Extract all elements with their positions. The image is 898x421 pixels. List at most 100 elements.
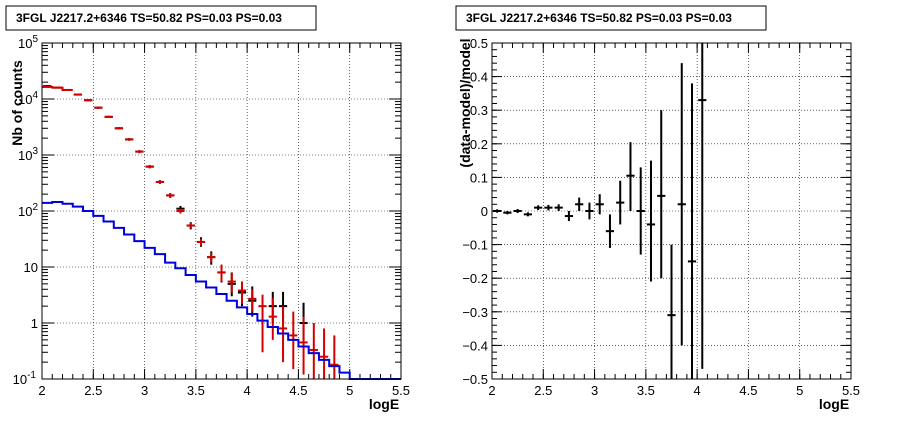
y-axis-title: Nb of counts xyxy=(9,60,25,146)
series-1 xyxy=(493,43,707,379)
x-tick-label: 4 xyxy=(244,383,251,398)
chart-title: 3FGL J2217.2+6346 TS=50.82 PS=0.03 PS=0.… xyxy=(466,11,732,25)
data-point xyxy=(585,202,594,220)
data-point xyxy=(319,328,329,379)
data-point xyxy=(698,43,707,369)
data-point xyxy=(493,209,502,213)
y-tick-label: 10 xyxy=(24,260,38,275)
plot-frame xyxy=(41,42,402,380)
chart-panel-1: 3FGL J2217.2+6346 TS=50.82 PS=0.03 PS=0.… xyxy=(5,5,410,412)
data-point xyxy=(309,323,318,379)
data-point xyxy=(207,252,216,263)
data-point xyxy=(84,99,93,102)
data-point xyxy=(176,208,185,214)
data-point xyxy=(114,127,124,130)
data-point xyxy=(135,150,144,154)
x-tick-label: 3 xyxy=(141,383,148,398)
data-point xyxy=(155,180,165,184)
chart-title: 3FGL J2217.2+6346 TS=50.82 PS=0.03 PS=0.… xyxy=(16,11,282,25)
y-tick-label: −0.3 xyxy=(462,305,488,320)
data-point xyxy=(237,281,247,304)
data-point xyxy=(687,83,697,379)
y-tick-label: 0.1 xyxy=(470,170,488,185)
y-tick-label: −0.4 xyxy=(462,338,488,353)
data-point xyxy=(626,142,635,211)
x-axis-title: logE xyxy=(369,396,399,412)
x-tick-label: 3 xyxy=(591,383,598,398)
data-point xyxy=(564,211,574,222)
data-point xyxy=(646,160,656,282)
x-tick-label: 3.5 xyxy=(637,383,655,398)
data-point xyxy=(595,194,604,215)
data-point xyxy=(503,211,512,215)
data-point xyxy=(104,115,113,118)
y-tick-label: 0.5 xyxy=(470,36,488,51)
x-tick-label: 4.5 xyxy=(289,383,307,398)
series-4 xyxy=(42,85,73,91)
y-tick-label: 102 xyxy=(18,202,38,219)
x-tick-label: 5.5 xyxy=(392,383,410,398)
x-tick-label: 4 xyxy=(694,383,701,398)
data-point xyxy=(145,165,154,169)
data-point xyxy=(667,244,676,379)
data-point xyxy=(544,204,553,211)
x-tick-label: 5.5 xyxy=(842,383,860,398)
x-tick-label: 3.5 xyxy=(187,383,205,398)
data-point xyxy=(677,63,686,346)
x-tick-label: 2 xyxy=(38,383,45,398)
data-point xyxy=(125,138,134,141)
data-point xyxy=(605,214,615,248)
data-point xyxy=(554,204,563,211)
y-tick-label: 10-1 xyxy=(13,370,37,387)
data-point xyxy=(227,272,236,293)
y-tick-label: 0 xyxy=(481,204,488,219)
y-tick-label: 0.3 xyxy=(470,103,488,118)
y-tick-label: 105 xyxy=(18,34,38,51)
data-point xyxy=(196,238,206,246)
data-point xyxy=(73,93,83,96)
data-point xyxy=(616,180,625,225)
y-tick-label: 1 xyxy=(31,316,38,331)
chart-panel-2: 3FGL J2217.2+6346 TS=50.82 PS=0.03 PS=0.… xyxy=(455,5,860,412)
y-axis-title: (data-model)/model xyxy=(457,38,473,167)
grid xyxy=(492,43,851,379)
model-step-line xyxy=(42,200,401,380)
x-axis-title: logE xyxy=(819,396,849,412)
series-3 xyxy=(42,200,401,380)
x-tick-label: 5 xyxy=(346,383,353,398)
series-1 xyxy=(43,85,308,340)
title-box xyxy=(455,5,767,31)
plot-frame xyxy=(491,42,852,380)
data-point xyxy=(258,294,267,353)
data-point xyxy=(217,264,226,282)
data-point xyxy=(166,193,175,198)
y-tick-label: −0.1 xyxy=(462,238,488,253)
data-point xyxy=(513,208,522,214)
data-point xyxy=(330,335,339,379)
data-point xyxy=(657,110,666,279)
y-tick-label: −0.2 xyxy=(462,271,488,286)
title-box xyxy=(5,5,317,31)
y-tick-label: 103 xyxy=(18,146,38,163)
data-point xyxy=(534,205,543,210)
data-point xyxy=(268,297,277,340)
y-tick-label: 104 xyxy=(18,90,38,107)
model-step-line xyxy=(42,85,73,91)
y-tick-label: −0.5 xyxy=(462,372,488,387)
data-point xyxy=(636,167,645,255)
data-point xyxy=(186,223,195,229)
y-tick-label: 0.2 xyxy=(470,137,488,152)
x-tick-label: 4.5 xyxy=(739,383,757,398)
x-tick-label: 2.5 xyxy=(534,383,552,398)
data-point xyxy=(523,212,533,217)
y-tick-label: 0.4 xyxy=(470,70,488,85)
data-point xyxy=(94,106,103,109)
grid xyxy=(42,43,401,379)
data-point xyxy=(248,289,257,312)
data-point xyxy=(575,197,584,211)
x-tick-label: 2 xyxy=(488,383,495,398)
x-tick-label: 2.5 xyxy=(84,383,102,398)
x-tick-label: 5 xyxy=(796,383,803,398)
series-2 xyxy=(43,85,339,379)
